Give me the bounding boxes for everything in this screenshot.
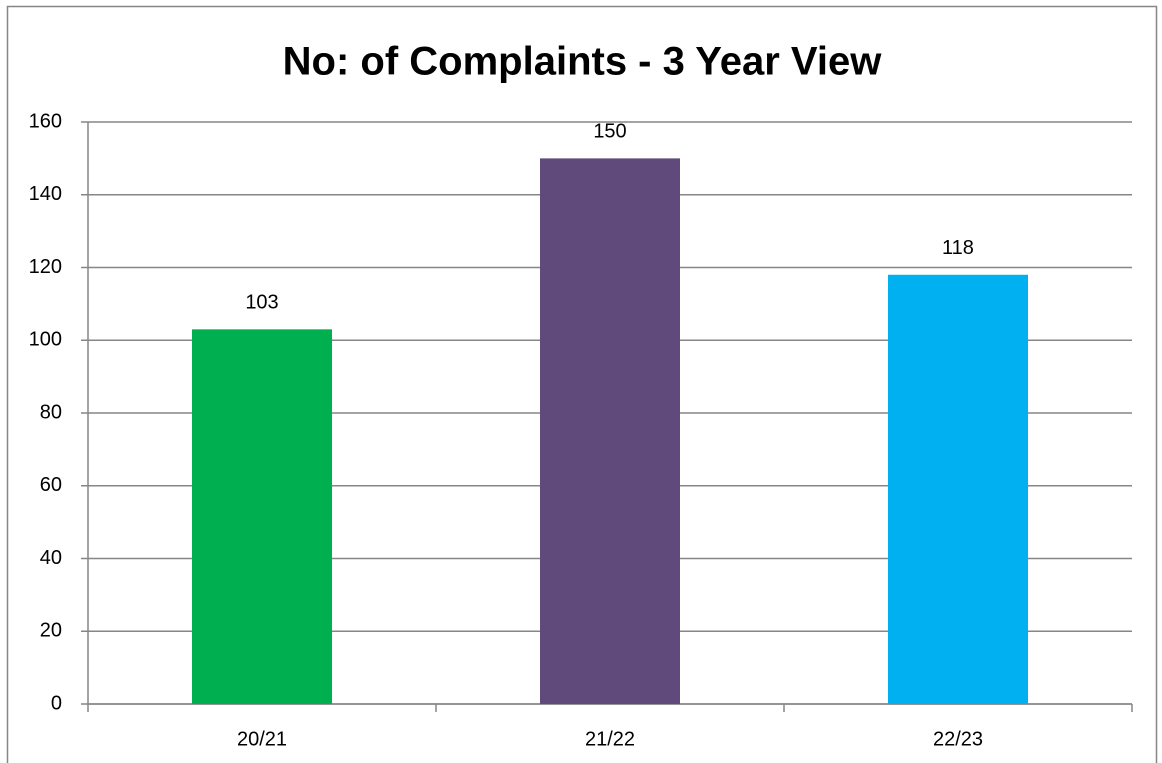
y-tick-label: 0 — [51, 692, 62, 714]
y-tick-label: 80 — [40, 401, 62, 423]
data-label: 118 — [942, 237, 974, 259]
bar — [192, 329, 332, 704]
y-tick-label: 20 — [40, 620, 62, 642]
chart-border — [6, 5, 1158, 763]
x-tick-label: 21/22 — [585, 728, 635, 750]
data-label: 150 — [593, 121, 626, 143]
y-tick-label: 100 — [29, 329, 62, 351]
y-tick-label: 60 — [40, 474, 62, 496]
data-label: 103 — [245, 292, 278, 314]
chart-title: No: of Complaints - 3 Year View — [283, 40, 883, 84]
y-tick-label: 140 — [29, 183, 62, 205]
y-tick-label: 40 — [40, 547, 62, 569]
y-tick-label: 120 — [29, 256, 62, 278]
bar — [888, 274, 1028, 704]
x-tick-label: 22/23 — [933, 728, 983, 750]
x-tick-label: 20/21 — [237, 728, 287, 750]
y-tick-label: 160 — [29, 110, 62, 132]
bar — [540, 158, 680, 704]
